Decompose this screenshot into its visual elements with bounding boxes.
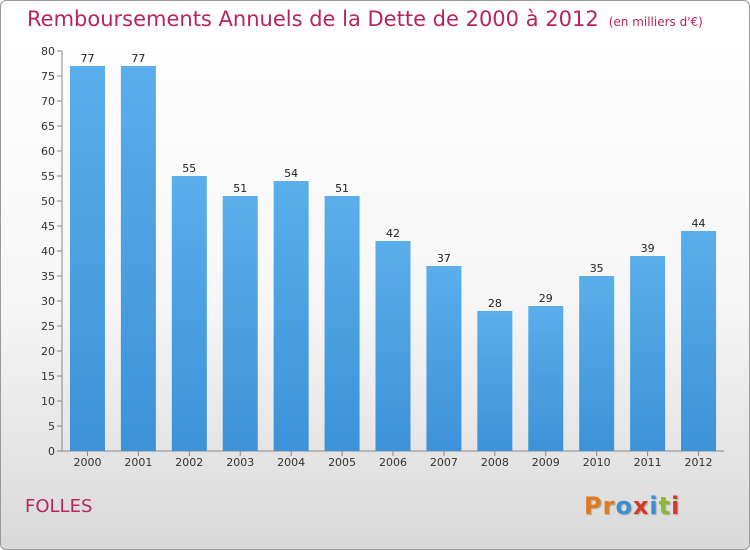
bar bbox=[120, 66, 156, 451]
bar bbox=[477, 311, 513, 451]
bar bbox=[375, 241, 411, 451]
bar-value-label: 55 bbox=[182, 162, 196, 175]
logo-letter: i bbox=[671, 492, 681, 520]
y-tick-label: 50 bbox=[41, 195, 55, 208]
y-tick-label: 25 bbox=[41, 320, 55, 333]
bar-value-label: 37 bbox=[437, 252, 451, 265]
bar bbox=[579, 276, 615, 451]
place-name: FOLLES bbox=[25, 496, 93, 517]
bar-value-label: 29 bbox=[539, 292, 553, 305]
x-tick-label: 2007 bbox=[430, 456, 458, 469]
y-tick-label: 65 bbox=[41, 120, 55, 133]
logo-letter: r bbox=[602, 492, 616, 520]
x-tick-label: 2005 bbox=[328, 456, 356, 469]
x-tick-label: 2008 bbox=[481, 456, 509, 469]
bar bbox=[69, 66, 105, 451]
x-tick-label: 2000 bbox=[73, 456, 101, 469]
x-tick-label: 2003 bbox=[226, 456, 254, 469]
x-tick-label: 2004 bbox=[277, 456, 305, 469]
y-tick-label: 5 bbox=[48, 420, 55, 433]
bar-value-label: 39 bbox=[641, 242, 655, 255]
logo-letter: t bbox=[658, 492, 672, 520]
bar bbox=[222, 196, 258, 451]
y-tick-label: 20 bbox=[41, 345, 55, 358]
logo-letter: P bbox=[584, 492, 603, 520]
x-tick-label: 2010 bbox=[583, 456, 611, 469]
y-tick-label: 40 bbox=[41, 245, 55, 258]
y-tick-label: 15 bbox=[41, 370, 55, 383]
bar-value-label: 42 bbox=[386, 227, 400, 240]
bar bbox=[528, 306, 564, 451]
bar bbox=[273, 181, 309, 451]
x-tick-label: 2001 bbox=[124, 456, 152, 469]
x-tick-label: 2006 bbox=[379, 456, 407, 469]
x-tick-label: 2009 bbox=[532, 456, 560, 469]
x-tick-label: 2011 bbox=[634, 456, 662, 469]
bar bbox=[426, 266, 462, 451]
y-tick-label: 45 bbox=[41, 220, 55, 233]
y-tick-label: 55 bbox=[41, 170, 55, 183]
x-tick-label: 2012 bbox=[685, 456, 713, 469]
bar-value-label: 77 bbox=[80, 52, 94, 65]
bar-value-label: 44 bbox=[692, 217, 706, 230]
title-unit: (en milliers d'€) bbox=[608, 15, 703, 29]
y-tick-label: 0 bbox=[48, 445, 55, 458]
bar-value-label: 35 bbox=[590, 262, 604, 275]
bar bbox=[630, 256, 666, 451]
bar-value-label: 51 bbox=[335, 182, 349, 195]
bar bbox=[681, 231, 717, 451]
logo-letter: x bbox=[632, 492, 650, 520]
logo-letter: o bbox=[615, 492, 633, 520]
y-tick-label: 30 bbox=[41, 295, 55, 308]
y-tick-label: 10 bbox=[41, 395, 55, 408]
y-tick-label: 60 bbox=[41, 145, 55, 158]
y-tick-label: 80 bbox=[41, 45, 55, 58]
bar-value-label: 28 bbox=[488, 297, 502, 310]
y-tick-label: 70 bbox=[41, 95, 55, 108]
logo-letter: i bbox=[649, 492, 659, 520]
bar-value-label: 51 bbox=[233, 182, 247, 195]
bar-value-label: 77 bbox=[131, 52, 145, 65]
bar bbox=[324, 196, 360, 451]
title-text: Remboursements Annuels de la Dette de 20… bbox=[27, 7, 599, 31]
chart-title: Remboursements Annuels de la Dette de 20… bbox=[27, 7, 703, 31]
proxiti-logo: Proxiti bbox=[584, 492, 680, 520]
y-tick-label: 35 bbox=[41, 270, 55, 283]
x-tick-label: 2002 bbox=[175, 456, 203, 469]
y-tick-label: 75 bbox=[41, 70, 55, 83]
bar-value-label: 54 bbox=[284, 167, 298, 180]
bar bbox=[171, 176, 207, 451]
